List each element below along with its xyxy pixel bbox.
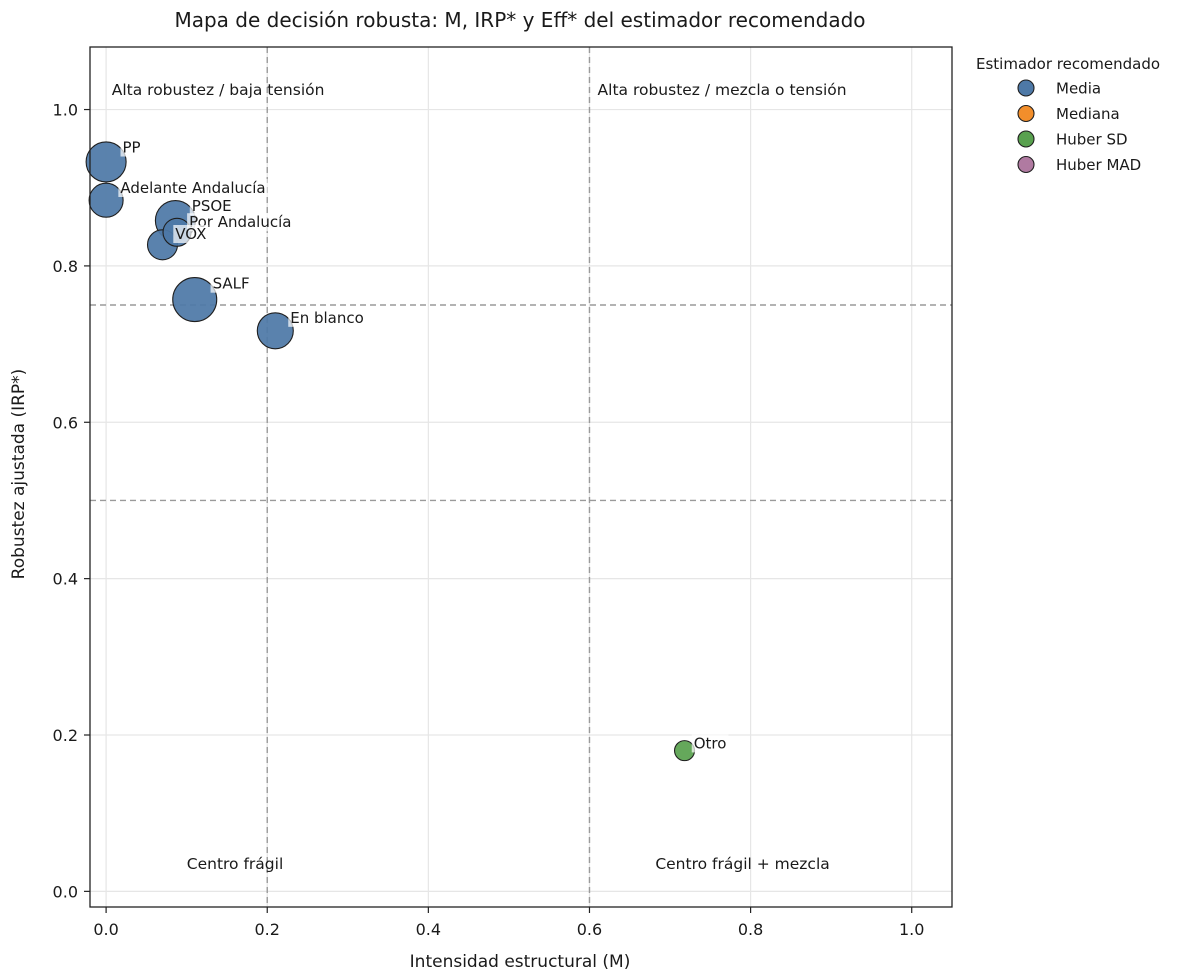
legend-label-3: Huber MAD (1056, 156, 1141, 174)
y-tick-label-1: 0.2 (53, 726, 78, 745)
point-label-bg (173, 225, 209, 243)
point-label-psoe: PSOE (192, 197, 232, 215)
point-label-por-andalucía: Por Andalucía (189, 213, 291, 231)
x-tick-label-4: 0.8 (738, 920, 763, 939)
x-axis: 0.0 0.2 0.4 0.6 0.8 1.0 (93, 907, 924, 939)
point-label-bg (210, 274, 252, 293)
point-pp (85, 141, 127, 183)
chart-title: Mapa de decisión robusta: M, IRP* y Eff*… (174, 8, 865, 32)
y-tick-label-3: 0.6 (53, 413, 78, 432)
point-label-bg (187, 213, 294, 232)
legend-label-0: Media (1056, 80, 1101, 98)
legend-marker-2 (1017, 130, 1035, 148)
x-tick-label-1: 0.2 (255, 920, 280, 939)
point-salf (172, 276, 218, 323)
region-label-3: Centro frágil + mezcla (655, 855, 829, 873)
legend: Estimador recomendado Media Mediana Huber … (976, 55, 1160, 174)
y-axis-label: Robustez ajustada (IRP*) (9, 369, 29, 580)
point-label-bg (120, 138, 143, 157)
point-label-en-blanco: En blanco (290, 309, 364, 327)
point-label-bg (691, 734, 729, 753)
point-en-blanco (256, 312, 294, 350)
x-tick-label-5: 1.0 (899, 920, 924, 939)
point-adelante-andalucía (88, 182, 124, 218)
x-axis-label: Intensidad estructural (M) (410, 952, 631, 972)
region-label-2: Centro frágil (187, 855, 283, 873)
point-label-adelante-andalucía: Adelante Andalucía (120, 179, 265, 197)
legend-label-1: Mediana (1056, 105, 1120, 123)
region-labels: Alta robustez / baja tensión Alta robuste… (112, 81, 847, 873)
legend-title: Estimador recomendado (976, 55, 1160, 73)
point-label-bg (118, 178, 268, 197)
point-otro (673, 740, 696, 762)
point-label-salf: SALF (213, 275, 250, 293)
point-label-bg (288, 308, 366, 327)
point-label-otro: Otro (694, 734, 727, 752)
x-tick-label-0: 0.0 (93, 920, 118, 939)
y-axis: 0.0 0.2 0.4 0.6 0.8 1.0 (53, 101, 90, 901)
legend-entries: Media Mediana Huber SD Huber MAD (1017, 79, 1141, 174)
point-label-vox: VOX (175, 225, 206, 243)
x-tick-label-3: 0.6 (577, 920, 602, 939)
plot-area: Alta robustez / baja tensión Alta robuste… (85, 46, 953, 908)
x-tick-label-2: 0.4 (416, 920, 441, 939)
legend-label-2: Huber SD (1056, 131, 1128, 149)
y-tick-label-0: 0.0 (53, 882, 78, 901)
legend-marker-3 (1017, 155, 1035, 174)
point-label-pp: PP (123, 139, 141, 157)
region-label-0: Alta robustez / baja tensión (112, 81, 325, 99)
region-label-1: Alta robustez / mezcla o tensión (598, 81, 847, 99)
reference-lines (90, 47, 952, 907)
plot-frame (89, 46, 953, 908)
y-tick-label-4: 0.8 (53, 257, 78, 276)
legend-marker-1 (1017, 104, 1035, 123)
y-tick-label-5: 1.0 (53, 101, 78, 120)
legend-marker-0 (1017, 79, 1035, 97)
grid (90, 47, 952, 907)
y-tick-label-2: 0.4 (53, 570, 78, 589)
point-label-bg (189, 197, 234, 216)
